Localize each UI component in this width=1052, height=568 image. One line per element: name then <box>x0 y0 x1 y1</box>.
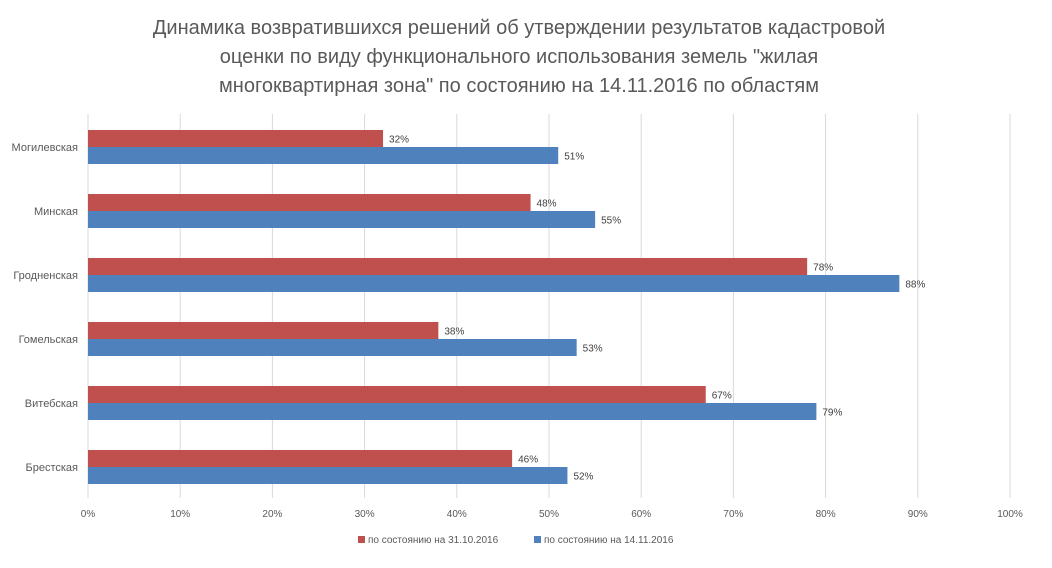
data-label: 38% <box>444 327 464 338</box>
bar-series-2 <box>88 147 559 164</box>
data-label: 51% <box>564 152 584 163</box>
data-label: 55% <box>601 216 621 227</box>
bar-series-1 <box>88 322 439 339</box>
category-label: Гродненская <box>13 270 78 282</box>
chart-title: Динамика возвратившихся решений об утвер… <box>153 17 885 97</box>
x-tick-label: 50% <box>539 509 559 520</box>
legend-swatch-series-1 <box>358 536 365 543</box>
category-label: Брестская <box>26 462 79 474</box>
chart-title-line-3: многоквартирная зона" по состоянию на 14… <box>219 75 819 97</box>
data-label: 79% <box>822 408 842 419</box>
data-label: 67% <box>712 391 732 402</box>
data-label: 46% <box>518 455 538 466</box>
data-label: 78% <box>813 263 833 274</box>
bar-series-2 <box>88 403 817 420</box>
legend-label-series-2: по состоянию на 14.11.2016 <box>544 535 674 546</box>
bar-series-1 <box>88 194 531 211</box>
data-label: 53% <box>583 344 603 355</box>
legend-label-series-1: по состоянию на 31.10.2016 <box>368 535 499 546</box>
legend-swatch-series-2 <box>534 536 541 543</box>
bar-series-1 <box>88 386 706 403</box>
x-tick-label: 30% <box>355 509 375 520</box>
x-tick-label: 10% <box>170 509 190 520</box>
chart-title-line-1: Динамика возвратившихся решений об утвер… <box>153 17 885 39</box>
x-tick-label: 20% <box>262 509 282 520</box>
bar-series-2 <box>88 211 596 228</box>
data-label: 32% <box>389 135 409 146</box>
data-label: 88% <box>905 280 925 291</box>
x-tick-label: 60% <box>631 509 651 520</box>
data-label: 48% <box>537 199 557 210</box>
data-label: 52% <box>573 472 593 483</box>
x-tick-label: 80% <box>816 509 836 520</box>
bar-series-1 <box>88 450 513 467</box>
x-tick-label: 40% <box>447 509 467 520</box>
category-label: Могилевская <box>12 142 78 154</box>
category-label: Минская <box>34 206 78 218</box>
category-label: Гомельская <box>19 334 78 346</box>
chart-title-line-2: оценки по виду функционального использов… <box>220 46 818 68</box>
bar-series-1 <box>88 130 384 147</box>
x-tick-label: 0% <box>81 509 96 520</box>
bar-series-2 <box>88 339 577 356</box>
x-tick-label: 100% <box>997 509 1023 520</box>
x-tick-label: 90% <box>908 509 928 520</box>
legend: по состоянию на 31.10.2016 по состоянию … <box>358 535 674 546</box>
bar-series-2 <box>88 275 900 292</box>
x-tick-label: 70% <box>723 509 743 520</box>
category-label: Витебская <box>25 398 78 410</box>
bar-series-1 <box>88 258 808 275</box>
bar-series-2 <box>88 467 568 484</box>
